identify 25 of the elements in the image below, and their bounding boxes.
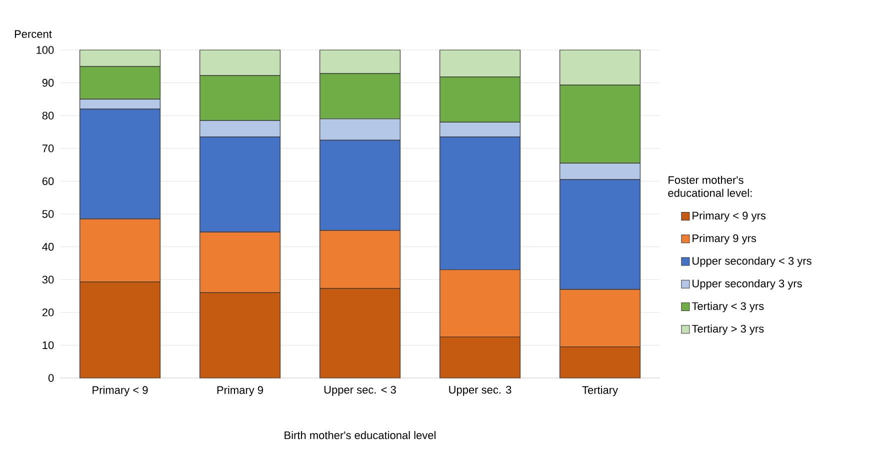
y-tick-label: 90 <box>42 78 54 87</box>
y-tick-label: 0 <box>48 374 54 382</box>
legend-title: Foster mother's educational level: <box>668 176 752 197</box>
y-tick-label: 30 <box>42 276 54 284</box>
y-tick-label: 10 <box>42 341 54 350</box>
legend-label: Upper secondary < 3 yrs <box>692 256 812 267</box>
legend-label: Tertiary > 3 yrs <box>692 324 764 335</box>
y-tick-label: 100 <box>36 46 54 54</box>
y-tick-label: 40 <box>42 242 54 251</box>
y-tick-label: 70 <box>42 144 54 152</box>
legend-label: Primary 9 yrs <box>692 234 756 244</box>
legend-label: Primary < 9 yrs <box>692 211 766 222</box>
x-tick-label: Upper sec. < 3 <box>324 386 396 396</box>
x-tick-label: Tertiary <box>582 386 618 396</box>
y-tick-label: 80 <box>42 112 54 120</box>
x-tick-label: Upper sec. 3 <box>449 386 512 396</box>
y-tick-label: 60 <box>42 177 54 186</box>
y-tick-label: 50 <box>42 210 54 218</box>
x-tick-label: Primary < 9 <box>92 386 148 396</box>
y-tick-label: 20 <box>42 308 54 316</box>
legend-label: Tertiary < 3 yrs <box>692 302 764 312</box>
x-axis-title: Birth mother's educational level <box>284 431 436 440</box>
y-axis-title: Percent <box>14 30 52 38</box>
x-tick-label: Primary 9 <box>217 386 263 396</box>
legend-label: Upper secondary 3 yrs <box>692 279 802 290</box>
